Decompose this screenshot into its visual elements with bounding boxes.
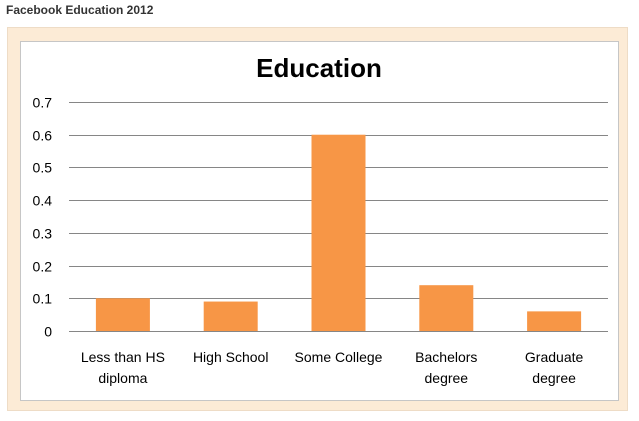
bar bbox=[527, 311, 582, 331]
x-category-label: Bachelors degree bbox=[415, 349, 477, 386]
x-category-label: Graduate degree bbox=[525, 349, 584, 386]
chart-title: Education bbox=[256, 53, 382, 83]
page-caption: Facebook Education 2012 bbox=[6, 3, 154, 17]
y-axis-ticks: 0 0.1 0.2 0.3 0.4 0.5 0.6 0.7 bbox=[33, 95, 53, 340]
y-tick-label: 0.1 bbox=[33, 291, 53, 307]
y-tick-label: 0 bbox=[44, 324, 52, 340]
x-category-label: Some College bbox=[295, 349, 383, 365]
y-tick-label: 0.5 bbox=[33, 160, 53, 176]
y-tick-label: 0.2 bbox=[33, 259, 53, 275]
bars bbox=[95, 134, 582, 331]
bar bbox=[95, 298, 150, 331]
y-tick-label: 0.7 bbox=[33, 95, 53, 111]
bar bbox=[203, 301, 258, 331]
x-axis-labels: Less than HS diploma High School Some Colle… bbox=[81, 349, 584, 386]
x-category-label: Less than HS diploma bbox=[81, 349, 165, 386]
x-category-label: High School bbox=[193, 349, 269, 365]
bar bbox=[419, 285, 474, 331]
y-tick-label: 0.3 bbox=[33, 226, 53, 242]
y-tick-label: 0.6 bbox=[33, 128, 53, 144]
bar bbox=[311, 134, 366, 331]
y-tick-label: 0.4 bbox=[33, 193, 53, 209]
